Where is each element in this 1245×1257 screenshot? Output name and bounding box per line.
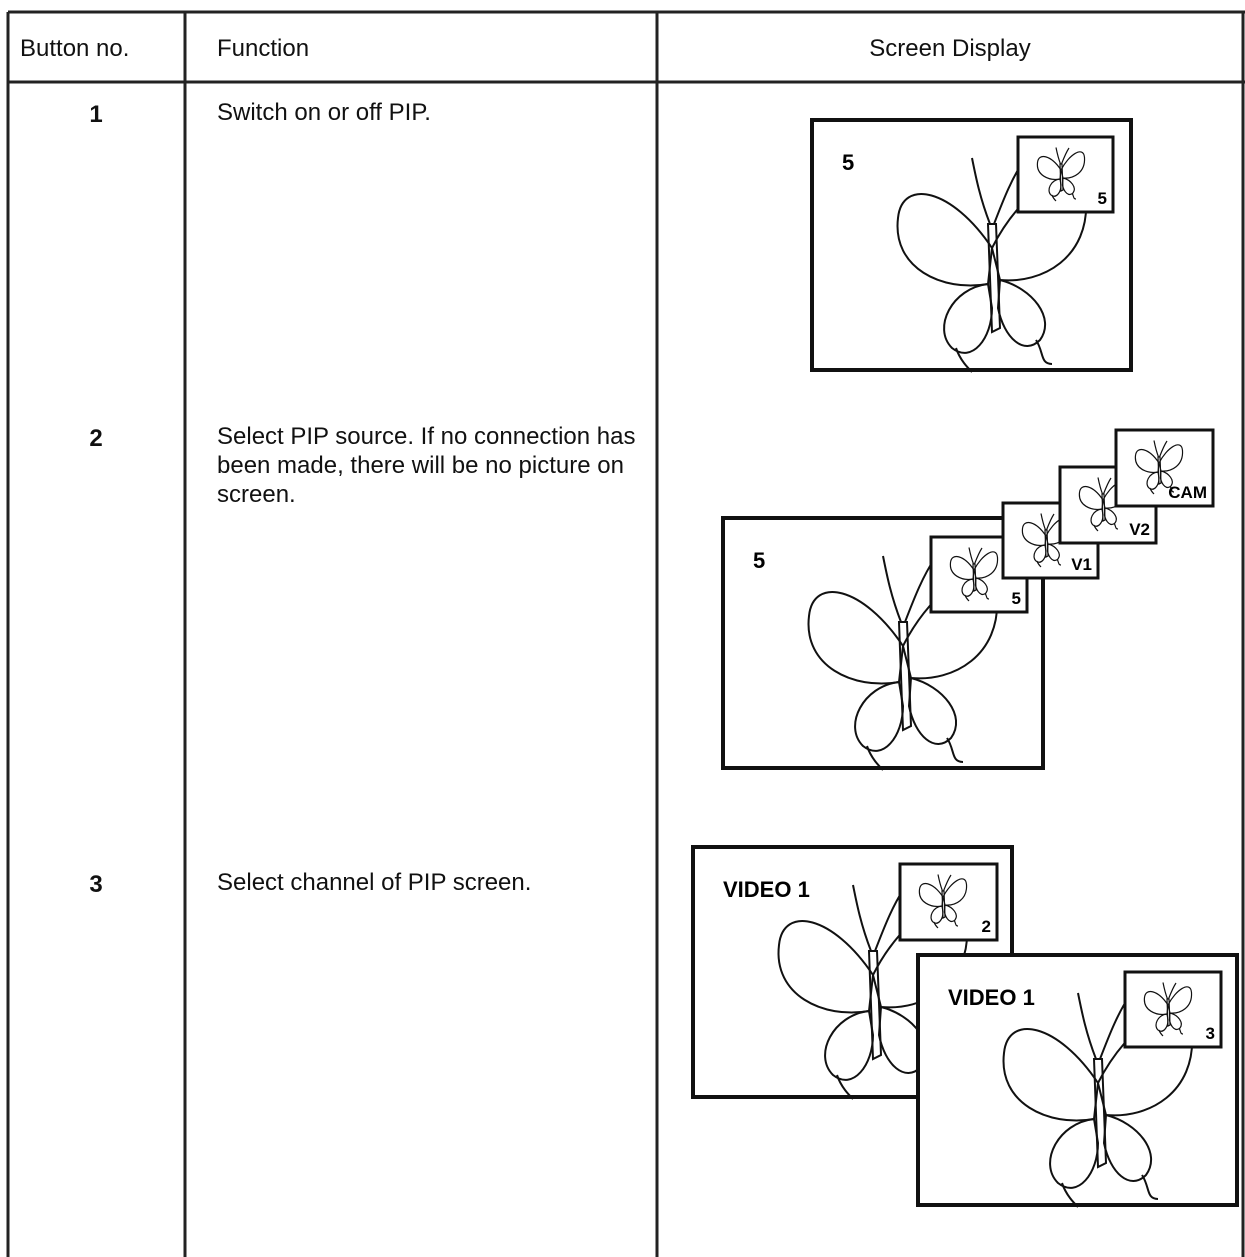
function-text: Select PIP source. If no connection has … [217, 423, 636, 508]
pip-label: 3 [1206, 1024, 1215, 1043]
pip-label: V2 [1129, 520, 1150, 539]
wing [824, 1009, 875, 1081]
wing [1021, 521, 1047, 546]
butterfly [918, 874, 968, 929]
pip-label: 2 [982, 917, 991, 936]
tail [1158, 1027, 1184, 1037]
body [1059, 163, 1064, 192]
pip-frame [898, 862, 999, 942]
butterfly [1134, 440, 1184, 495]
tail [964, 592, 990, 602]
function-text: Select channel of PIP screen. [217, 869, 532, 896]
tv-screen: 55 [810, 118, 1133, 373]
wing [996, 278, 1047, 347]
antenna [968, 547, 983, 565]
wing [918, 882, 944, 907]
button-number: 3 [89, 871, 103, 898]
pip-label: 5 [1098, 189, 1107, 208]
tv-screen: 5 5 V1 V2 CAM [721, 428, 1215, 771]
body [897, 621, 913, 732]
pip-label: 5 [1012, 589, 1021, 608]
butterfly [1143, 982, 1193, 1037]
antenna [1055, 147, 1070, 165]
butterfly [807, 555, 999, 771]
tail [933, 919, 959, 929]
wing [1168, 1012, 1182, 1031]
wing [1158, 444, 1184, 472]
wing [1049, 1117, 1100, 1189]
wing [1060, 151, 1086, 179]
header-cell: Button no. [20, 35, 130, 62]
wing [1103, 507, 1117, 526]
screen-label: 5 [842, 150, 854, 175]
wing [1159, 470, 1173, 489]
screen-label: VIDEO 1 [948, 985, 1035, 1010]
wing [942, 878, 968, 906]
wing [1036, 155, 1062, 180]
wing [1143, 990, 1169, 1015]
wing [896, 193, 994, 287]
pip-frame [1016, 135, 1115, 214]
pip-label: CAM [1168, 483, 1207, 502]
wing [1078, 485, 1104, 510]
body [1044, 529, 1049, 558]
tail [1036, 558, 1062, 568]
wing [1134, 448, 1160, 473]
antenna [1097, 477, 1112, 495]
wing [943, 904, 957, 923]
body [1166, 998, 1171, 1027]
wing [1002, 1028, 1100, 1122]
header-cell: Screen Display [869, 35, 1031, 62]
butterfly [1036, 147, 1086, 202]
tail [1061, 1174, 1159, 1208]
butterfly [949, 547, 999, 602]
body [1157, 456, 1162, 485]
screen-label: 5 [753, 548, 765, 573]
wing [973, 551, 999, 579]
antenna [937, 874, 952, 892]
antenna [1040, 513, 1055, 531]
wing [807, 591, 905, 685]
body [867, 950, 883, 1061]
button-number: 1 [89, 101, 103, 128]
tail [866, 737, 964, 771]
body [986, 223, 1002, 334]
wing [907, 676, 958, 745]
screen-label: VIDEO 1 [723, 877, 810, 902]
tail [1051, 192, 1077, 202]
wing [1167, 986, 1193, 1014]
wing [943, 282, 994, 354]
function-text: Switch on or off PIP. [217, 99, 431, 126]
tail [1149, 485, 1175, 495]
button-number: 2 [89, 425, 103, 452]
tail [955, 339, 1053, 373]
antenna [1162, 982, 1177, 1000]
pip-label: V1 [1071, 555, 1092, 574]
body [941, 890, 946, 919]
wing [777, 920, 875, 1014]
wing [1046, 543, 1060, 562]
body [972, 563, 977, 592]
pip-frame [1123, 970, 1223, 1049]
butterfly [1021, 513, 1071, 568]
body [1101, 493, 1106, 522]
tv-screen: VIDEO 1 3 [916, 953, 1239, 1208]
body [1092, 1058, 1108, 1169]
wing [1102, 1113, 1153, 1182]
antenna [1153, 440, 1168, 458]
wing [1061, 177, 1075, 196]
pip-frame [1114, 428, 1215, 508]
wing [974, 577, 988, 596]
tail [1093, 522, 1119, 532]
header-cell: Function [217, 35, 310, 62]
wing [949, 555, 975, 580]
wing [854, 680, 905, 752]
